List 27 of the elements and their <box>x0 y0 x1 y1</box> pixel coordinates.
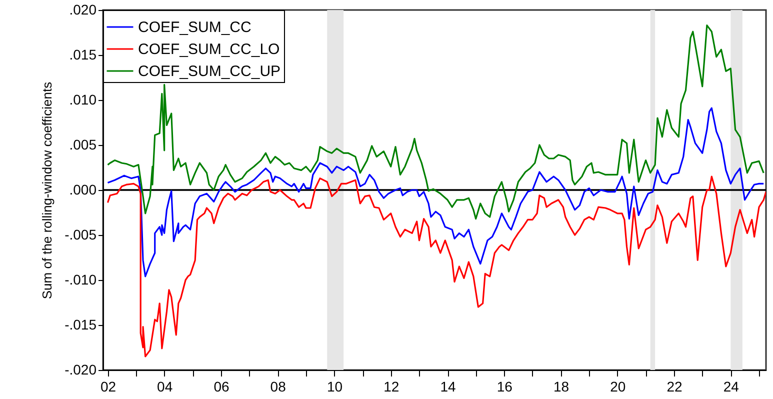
y-tick-label: -.010 <box>64 272 97 288</box>
x-tick-label: 20 <box>610 378 626 394</box>
x-tick-label: 16 <box>496 378 513 394</box>
x-tick-label: 08 <box>270 378 286 394</box>
y-tick-label: .005 <box>69 136 97 152</box>
x-tick-label: 06 <box>214 378 230 394</box>
y-tick-label: .000 <box>69 182 97 198</box>
y-tick-label: -.005 <box>64 226 97 242</box>
x-tick-label: 02 <box>100 378 116 394</box>
legend-label: COEF_SUM_CC <box>138 19 252 36</box>
y-tick-label: -.020 <box>64 362 97 378</box>
x-tick-label: 12 <box>384 378 400 394</box>
legend-label: COEF_SUM_CC_UP <box>138 63 281 80</box>
y-axis-title: Sum of the rolling-window coefficients <box>40 81 55 300</box>
x-tick-label: 10 <box>326 378 343 394</box>
y-tick-label: .015 <box>69 46 97 62</box>
y-tick-label: .010 <box>69 92 97 108</box>
line-series <box>106 107 764 278</box>
x-tick-label: 24 <box>723 378 740 394</box>
x-tick-label: 22 <box>666 378 683 394</box>
x-tick-label: 14 <box>440 378 456 394</box>
y-tick-label: -.015 <box>64 316 97 332</box>
x-tick-label: 18 <box>554 378 570 394</box>
x-tick-label: 04 <box>157 378 173 394</box>
line-series <box>106 176 766 358</box>
y-tick-label: .020 <box>69 2 97 18</box>
legend-label: COEF_SUM_CC_LO <box>138 41 280 58</box>
